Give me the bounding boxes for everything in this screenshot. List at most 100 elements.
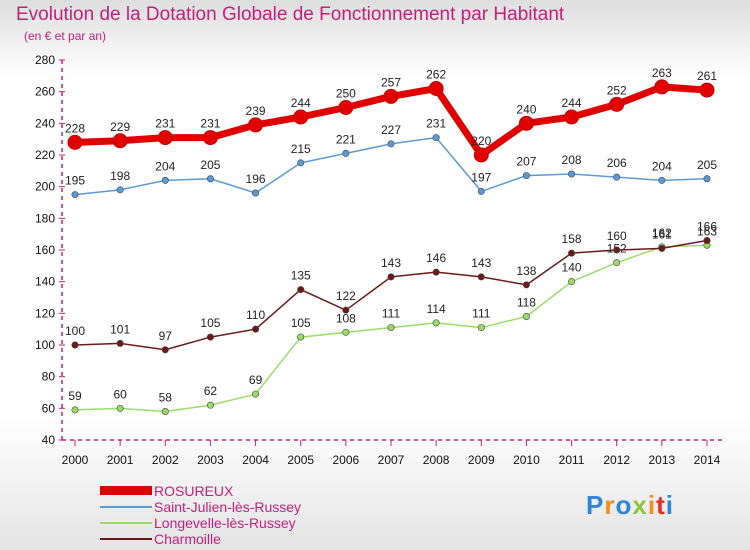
data-point: [564, 109, 580, 125]
legend-label: Charmoille: [154, 531, 221, 547]
data-point: [477, 273, 485, 281]
data-point: [477, 324, 485, 332]
data-point: [568, 170, 576, 178]
y-tick-label: 80: [42, 370, 56, 384]
legend-swatch: [100, 538, 152, 540]
data-label: 196: [246, 172, 266, 186]
y-tick-label: 120: [35, 306, 55, 320]
data-label: 105: [291, 316, 311, 330]
data-point: [609, 96, 625, 112]
data-label: 229: [110, 120, 130, 134]
data-point: [161, 176, 169, 184]
y-tick-label: 200: [35, 180, 55, 194]
data-point: [252, 189, 260, 197]
data-label: 204: [155, 159, 175, 173]
data-point: [297, 286, 305, 294]
data-label: 228: [65, 121, 85, 135]
data-label: 110: [246, 308, 265, 322]
data-point: [202, 130, 218, 146]
data-label: 205: [697, 158, 717, 172]
data-point: [248, 117, 264, 133]
x-tick-label: 2004: [242, 453, 269, 467]
data-point: [71, 341, 79, 349]
data-label: 100: [65, 324, 85, 338]
data-point: [71, 191, 79, 199]
data-point: [568, 249, 576, 257]
data-label: 227: [381, 123, 401, 137]
data-point: [116, 339, 124, 347]
y-tick-label: 160: [35, 243, 55, 257]
data-point: [342, 328, 350, 336]
data-label: 261: [697, 69, 717, 83]
legend-label: Longevelle-lès-Russey: [154, 515, 296, 531]
data-label: 111: [382, 307, 401, 321]
data-label: 163: [697, 224, 717, 238]
chart-title: Evolution de la Dotation Globale de Fonc…: [16, 4, 565, 25]
data-label: 135: [291, 269, 311, 283]
legend-swatch: [100, 486, 152, 495]
data-point: [383, 88, 399, 104]
legend-label: Saint-Julien-lès-Russey: [154, 499, 302, 515]
data-point: [613, 173, 621, 181]
data-label: 161: [652, 227, 672, 241]
data-label: 244: [562, 96, 582, 110]
data-point: [703, 175, 711, 183]
legend-swatch: [100, 506, 152, 508]
data-point: [703, 237, 711, 245]
data-point: [654, 79, 670, 95]
data-label: 208: [562, 153, 582, 167]
data-label: 97: [159, 329, 173, 343]
data-point: [477, 187, 485, 195]
data-label: 160: [607, 229, 627, 243]
data-point: [116, 404, 124, 412]
proxiti-logo: Proxiti: [586, 490, 674, 520]
data-label: 231: [200, 117, 220, 131]
data-label: 138: [516, 264, 536, 278]
data-label: 59: [68, 389, 82, 403]
data-label: 108: [336, 311, 356, 325]
y-tick-label: 40: [42, 433, 56, 447]
data-point: [658, 176, 666, 184]
data-point: [518, 115, 534, 131]
x-tick-label: 2007: [378, 453, 405, 467]
data-label: 140: [562, 261, 582, 275]
data-label: 101: [110, 322, 130, 336]
legend-swatch: [100, 522, 152, 524]
x-tick-label: 2014: [694, 453, 721, 467]
data-label: 162: [652, 226, 672, 240]
x-tick-label: 2013: [649, 453, 676, 467]
y-tick-label: 180: [35, 211, 55, 225]
data-point: [206, 401, 214, 409]
x-tick-label: 2010: [513, 453, 540, 467]
data-point: [161, 346, 169, 354]
data-label: 58: [159, 391, 173, 405]
data-point: [432, 268, 440, 276]
x-tick-label: 2005: [287, 453, 314, 467]
data-label: 205: [200, 158, 220, 172]
data-label: 143: [471, 256, 491, 270]
data-point: [699, 82, 715, 98]
data-point: [252, 325, 260, 333]
data-label: 146: [426, 251, 446, 265]
data-label: 118: [517, 296, 536, 310]
x-tick-label: 2011: [559, 453, 585, 467]
data-label: 69: [249, 373, 263, 387]
x-tick-label: 2002: [152, 453, 179, 467]
chart-subtitle: (en € et par an): [24, 29, 107, 43]
data-label: 206: [607, 156, 627, 170]
data-label: 204: [652, 159, 672, 173]
x-tick-label: 2006: [333, 453, 360, 467]
data-label: 220: [471, 134, 491, 148]
x-tick-label: 2001: [107, 453, 134, 467]
data-point: [206, 333, 214, 341]
line-chart: 40 60 80 100 120 140 160 180 200 220 240 260 280 2000…: [35, 53, 722, 467]
data-point: [473, 147, 489, 163]
data-label: 263: [652, 66, 672, 80]
data-point: [387, 324, 395, 332]
y-tick-label: 240: [35, 116, 55, 130]
data-label: 221: [336, 132, 356, 146]
data-label: 231: [426, 117, 446, 131]
data-point: [522, 172, 530, 180]
data-point: [428, 81, 444, 96]
